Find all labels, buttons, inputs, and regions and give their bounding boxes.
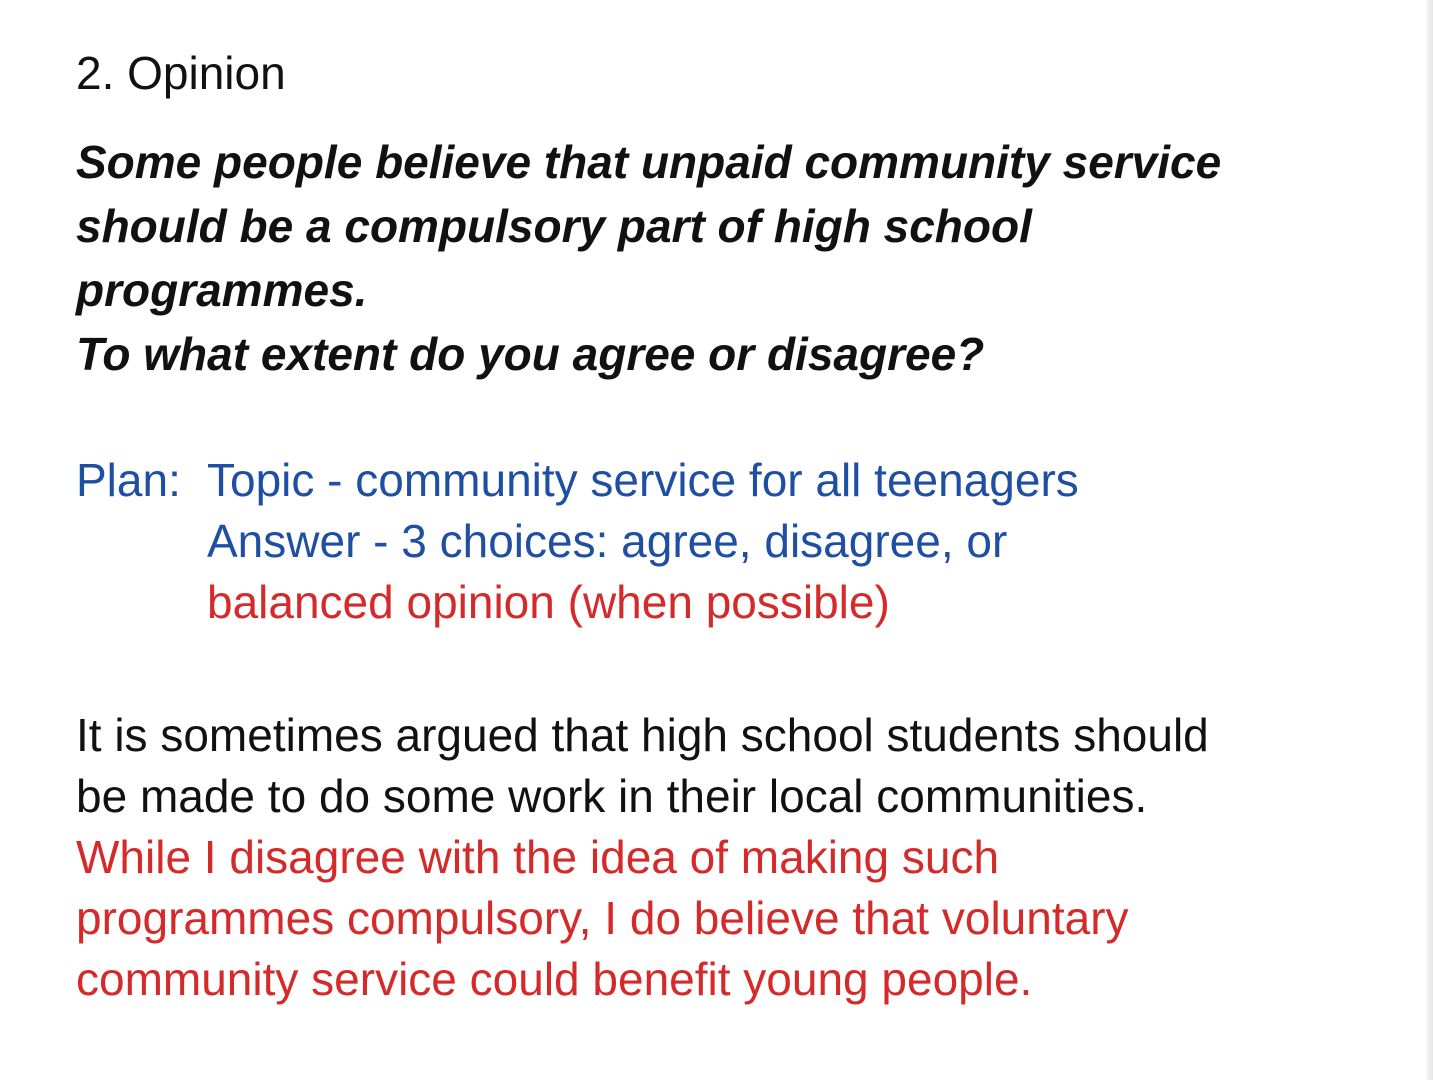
question-line: programmes. [76, 264, 368, 316]
plan-row-answer: Answer - 3 choices: agree, disagree, or [76, 511, 1079, 572]
question-line: Some people believe that unpaid communit… [76, 136, 1222, 188]
intro-line: be made to do some work in their local c… [76, 770, 1148, 822]
essay-plan: Plan: Topic - community service for all … [76, 450, 1079, 633]
page-edge-shadow [1427, 0, 1433, 1080]
plan-topic: Topic - community service for all teenag… [207, 454, 1079, 506]
question-line: should be a compulsory part of high scho… [76, 200, 1032, 252]
plan-balanced-option: balanced opinion (when possible) [207, 576, 890, 628]
plan-row-balanced: balanced opinion (when possible) [76, 572, 1079, 633]
thesis-line: programmes compulsory, I do believe that… [76, 892, 1129, 944]
plan-answer: Answer - 3 choices: agree, disagree, or [207, 515, 1008, 567]
section-heading: 2. Opinion [76, 47, 286, 99]
introduction-paragraph: It is sometimes argued that high school … [76, 705, 1396, 1010]
essay-question: Some people believe that unpaid communit… [76, 130, 1376, 386]
question-line: To what extent do you agree or disagree? [76, 328, 985, 380]
thesis-line: community service could benefit young pe… [76, 953, 1033, 1005]
plan-row-topic: Plan: Topic - community service for all … [76, 450, 1079, 511]
plan-label: Plan: [76, 454, 181, 506]
plan-indent [76, 572, 207, 633]
thesis-line: While I disagree with the idea of making… [76, 831, 1000, 883]
plan-indent [76, 511, 207, 572]
intro-line: It is sometimes argued that high school … [76, 709, 1209, 761]
